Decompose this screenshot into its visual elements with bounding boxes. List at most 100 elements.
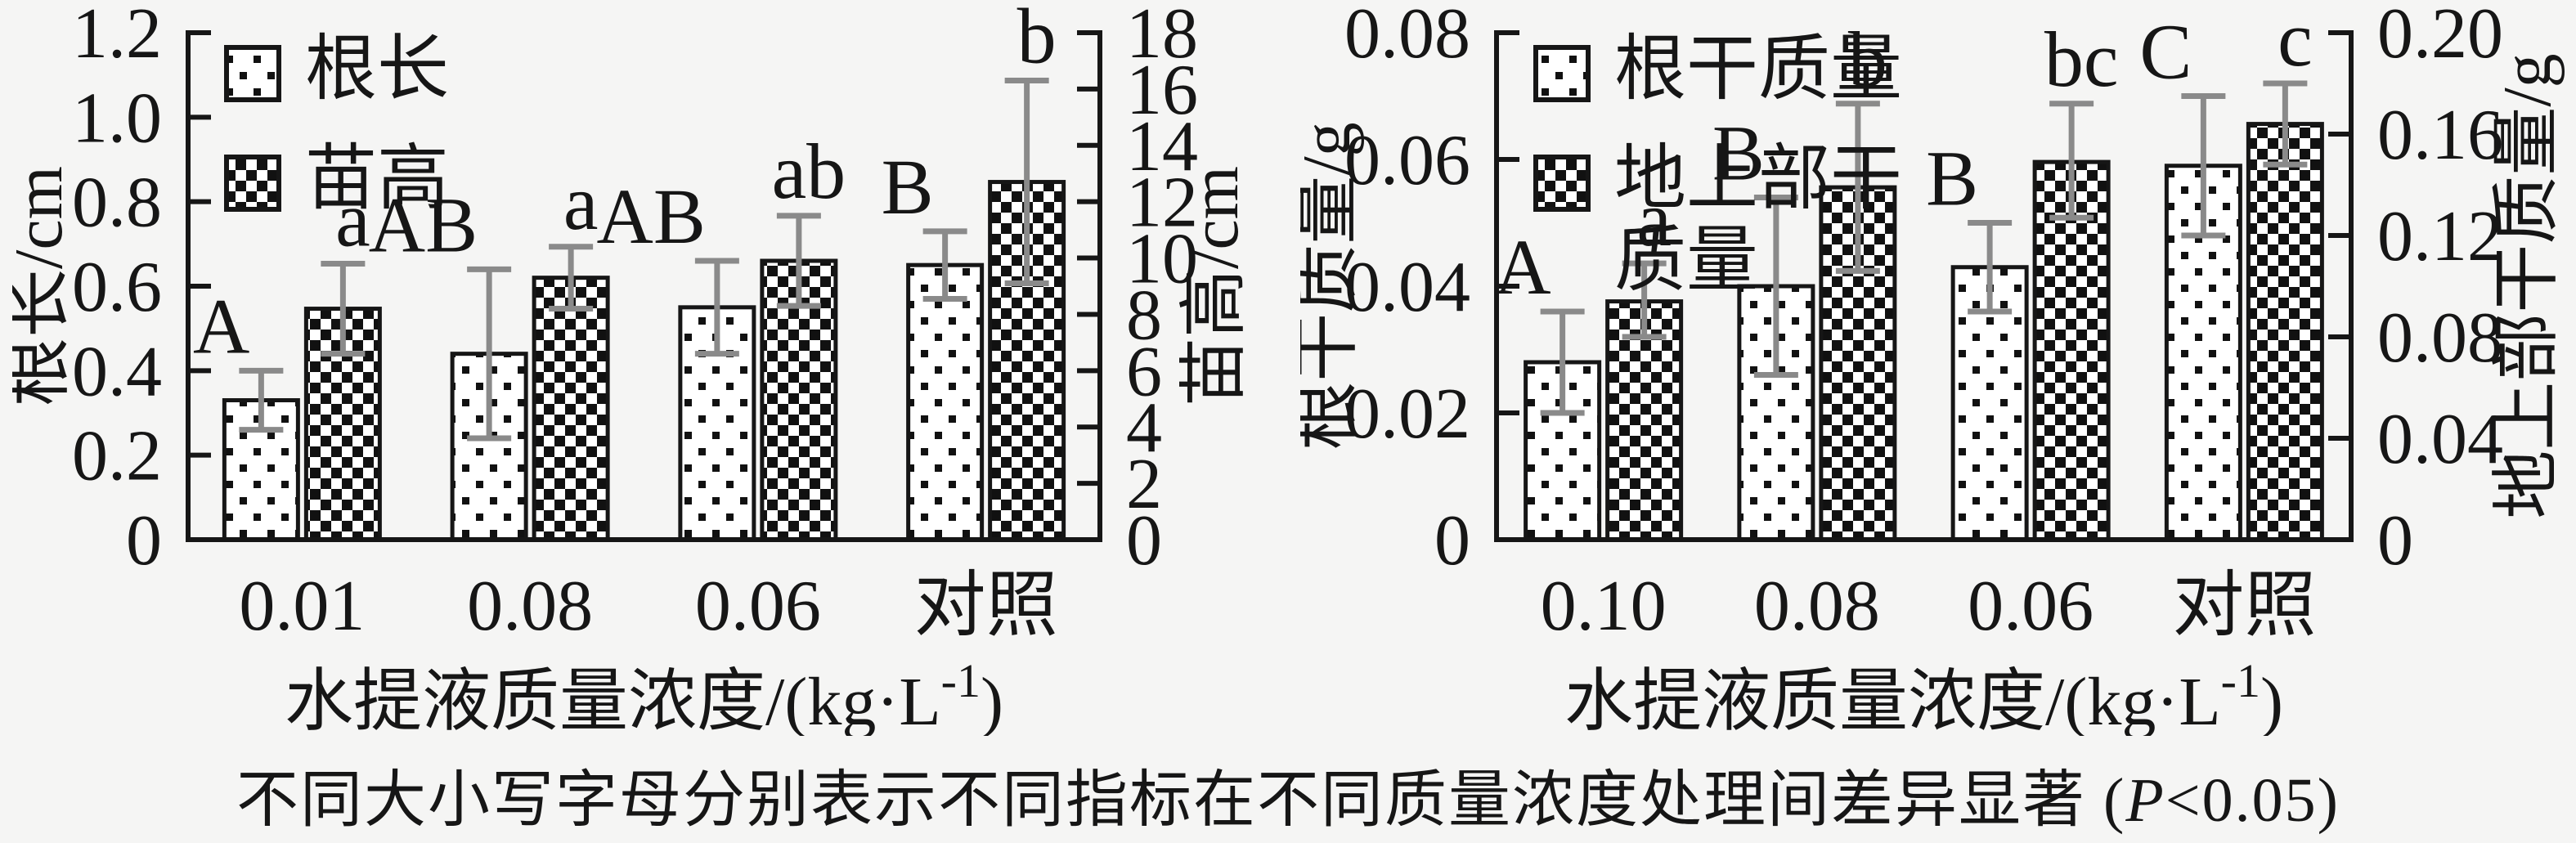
left-tick-label: 0 xyxy=(126,501,162,581)
sig-letter: ab xyxy=(772,128,846,215)
left-tick-label: 0.8 xyxy=(72,164,162,243)
error-bar xyxy=(239,367,284,433)
category-label: 0.10 xyxy=(1541,567,1667,646)
x-axis-title: 水提液质量浓度/(kg·L-1) xyxy=(1564,654,2283,736)
right-tick-label: 0.12 xyxy=(2377,197,2503,276)
legend-label: 质量 xyxy=(1614,222,1758,301)
error-bar xyxy=(776,213,821,309)
right-tick-label: 12 xyxy=(1126,164,1198,243)
sig-letter: c xyxy=(2278,0,2313,83)
right-tick-label: 10 xyxy=(1126,220,1198,299)
category-label: 0.06 xyxy=(695,567,821,646)
sig-letter: b xyxy=(1017,0,1057,80)
right-tick-label: 0 xyxy=(2377,501,2413,581)
sig-letter: a xyxy=(563,159,599,246)
right-tick-label: 0.20 xyxy=(2377,0,2503,74)
error-bar xyxy=(467,266,512,442)
right-tick-label: 18 xyxy=(1126,0,1198,74)
left-tick-label: 0.08 xyxy=(1344,0,1470,74)
legend-swatch xyxy=(1533,155,1591,212)
bar xyxy=(532,276,610,542)
error-bar xyxy=(321,260,366,357)
legend-label: 苗高 xyxy=(305,140,449,219)
left-tick-label: 0.6 xyxy=(72,248,162,327)
legend-label: 根干质量 xyxy=(1614,30,1902,110)
legend-swatch xyxy=(224,155,281,212)
left-tick-label: 0 xyxy=(1434,501,1470,581)
error-bar xyxy=(2181,93,2226,239)
sig-letter: b xyxy=(1848,16,1887,103)
left-tick-label: 0.4 xyxy=(72,332,162,411)
right-tick-label: 8 xyxy=(1126,276,1162,355)
sig-letter: C xyxy=(2139,8,2192,96)
x-axis-title: 水提液质量浓度/(kg·L-1) xyxy=(285,654,1003,736)
error-bar xyxy=(1968,220,2013,315)
sig-letter: bc xyxy=(2044,16,2119,103)
right-chart: A B B Ca b bc c 0.08 0.06 0.04 0.02 0 0.20 0.16 0.12 0.… xyxy=(1300,0,2565,736)
bar-group xyxy=(2246,122,2324,542)
right-axis-label: 苗高/cm xyxy=(1177,166,1253,406)
right-axis-label: 地上部干质量/g xyxy=(2489,53,2565,518)
right-tick-label: 4 xyxy=(1126,388,1162,468)
sig-letter: A xyxy=(193,282,249,370)
error-bar xyxy=(1004,78,1049,287)
caption-p-symbol: P xyxy=(2125,766,2165,835)
error-bar xyxy=(2049,101,2094,221)
error-bar xyxy=(1753,195,1798,378)
sig-letter: a xyxy=(335,175,370,262)
sig-letter: AB xyxy=(369,181,478,268)
left-tick-label: 0.2 xyxy=(72,417,162,496)
right-tick-label: 0.04 xyxy=(2377,400,2503,479)
left-tick-label: 0.06 xyxy=(1344,121,1470,200)
left-tick-label: 1.2 xyxy=(72,0,162,74)
bar-group xyxy=(532,276,610,542)
left-tick-label: 1.0 xyxy=(72,78,162,158)
category-label: 对照 xyxy=(914,567,1058,646)
sig-letter: B xyxy=(882,143,934,231)
legend-label: 根长 xyxy=(305,30,449,110)
caption-prefix: 不同大小写字母分别表示不同指标在不同质量浓度处理间差异显著 ( xyxy=(236,766,2126,835)
bar-group xyxy=(1950,265,2029,542)
right-tick-label: 16 xyxy=(1126,51,1198,130)
bar xyxy=(1819,185,1897,542)
sig-letter: AB xyxy=(597,173,706,260)
error-bar xyxy=(694,258,739,357)
category-label: 0.06 xyxy=(1968,567,2094,646)
error-bar xyxy=(549,244,594,312)
bar-group xyxy=(906,262,985,542)
bar-group xyxy=(1605,299,1684,542)
legend-swatch xyxy=(224,45,281,102)
error-bar xyxy=(922,228,967,302)
sig-letter: A xyxy=(1494,223,1551,311)
right-tick-label: 0 xyxy=(1126,501,1162,581)
left-axis-label: 根长/cm xyxy=(12,166,77,406)
sig-letter: a xyxy=(1636,175,1672,262)
caption-suffix: <0.05) xyxy=(2165,766,2340,835)
category-label: 0.01 xyxy=(239,567,365,646)
category-label: 0.08 xyxy=(467,567,593,646)
sig-letter: B xyxy=(1926,135,1978,222)
left-axis-label: 根干质量/g xyxy=(1300,122,1365,450)
error-bar xyxy=(1835,101,1880,274)
error-bar xyxy=(1540,308,1585,416)
bar xyxy=(1605,299,1684,542)
left-tick-label: 0.02 xyxy=(1344,374,1470,454)
left-tick-label: 0.04 xyxy=(1344,248,1470,327)
sig-letter: B xyxy=(1712,110,1765,197)
right-tick-label: 0.08 xyxy=(2377,298,2503,378)
bar xyxy=(906,262,985,542)
error-bar xyxy=(2263,80,2308,168)
category-label: 0.08 xyxy=(1754,567,1880,646)
figure-caption: 不同大小写字母分别表示不同指标在不同质量浓度处理间差异显著 (P<0.05) xyxy=(0,749,2576,839)
right-tick-label: 6 xyxy=(1126,332,1162,411)
right-tick-label: 14 xyxy=(1126,107,1198,186)
legend-swatch xyxy=(1533,45,1591,102)
right-tick-label: 0.16 xyxy=(2377,96,2503,175)
error-bar xyxy=(1622,260,1667,340)
right-tick-label: 2 xyxy=(1126,445,1162,524)
bar xyxy=(2246,122,2324,542)
left-chart: AAB AB Ba a abb1.21.00.80.60.40.201816141210… xyxy=(12,0,1253,736)
legend-label: 地上部干 xyxy=(1614,140,1902,219)
category-label: 对照 xyxy=(2172,567,2316,646)
